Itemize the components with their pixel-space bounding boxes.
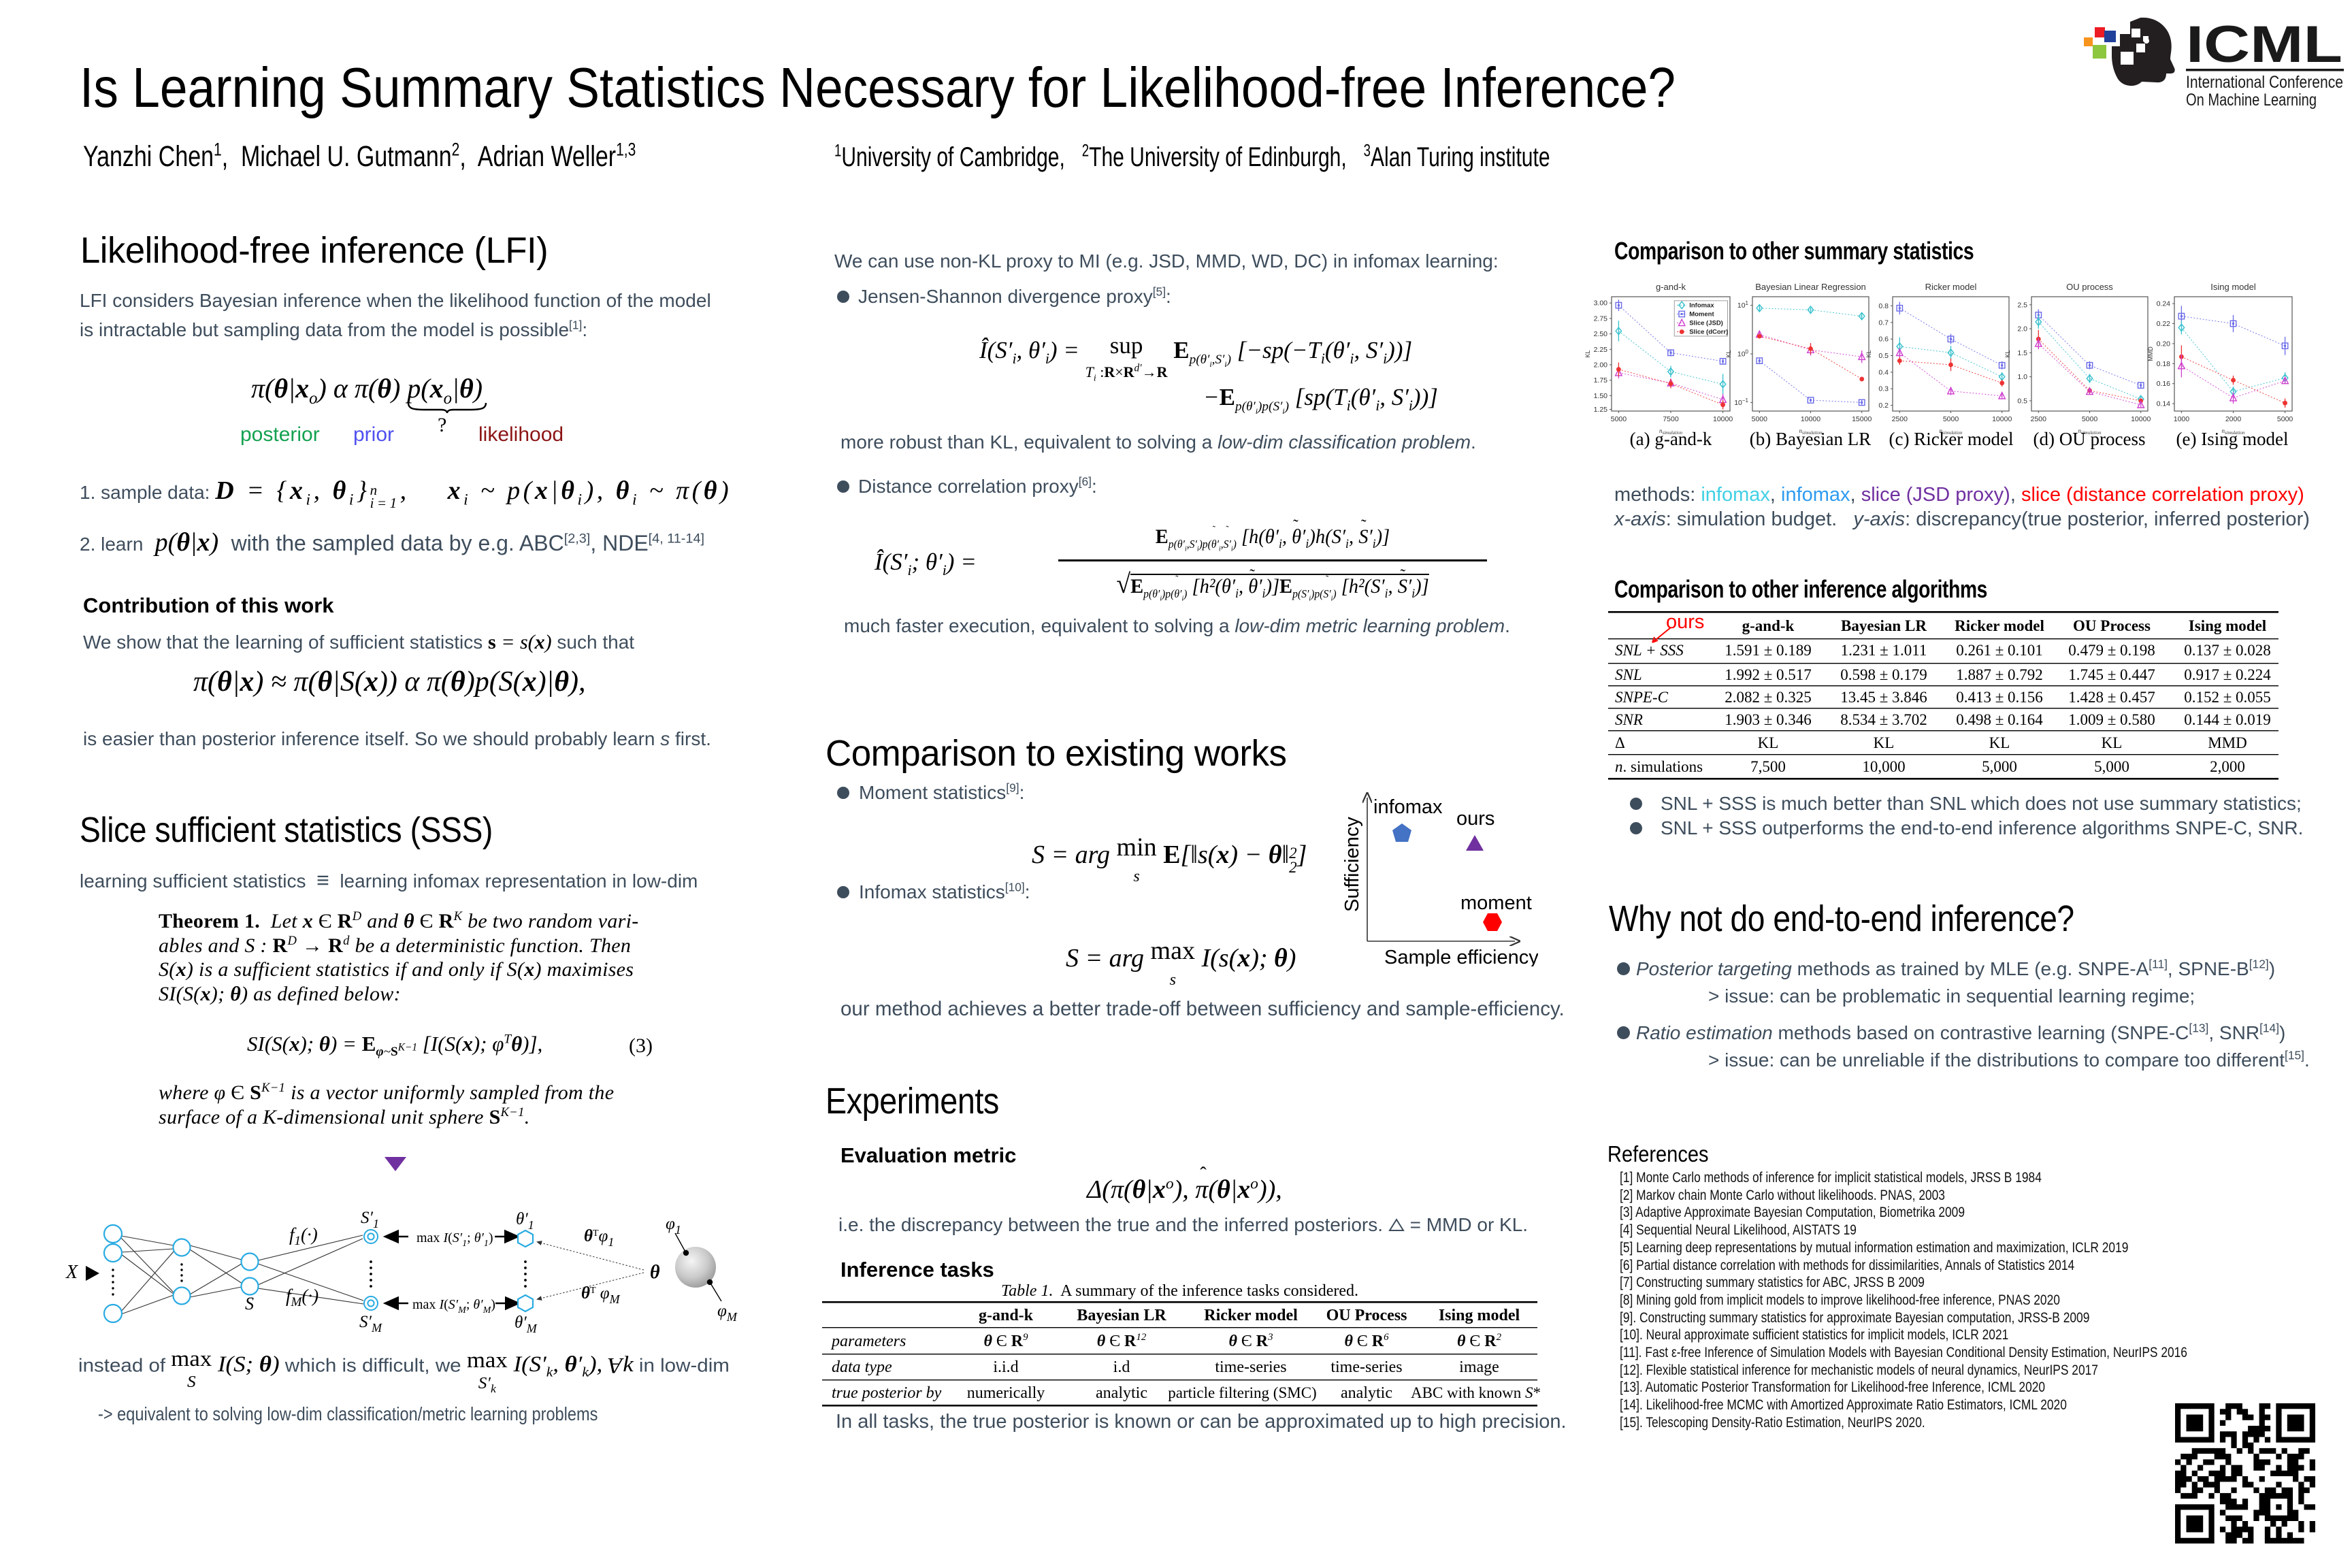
svg-text:2.0: 2.0 xyxy=(2017,325,2027,333)
svg-text:S: S xyxy=(245,1294,254,1313)
svg-text:ours: ours xyxy=(1456,808,1494,830)
svg-text:Bayesian Linear Regression: Bayesian Linear Regression xyxy=(1755,282,1866,292)
svg-text:2500: 2500 xyxy=(2031,415,2047,423)
svg-text:moment: moment xyxy=(1460,892,1532,914)
svg-text:max I(S′M; θ′M): max I(S′M; θ′M) xyxy=(412,1297,495,1316)
svg-text:10000: 10000 xyxy=(2131,415,2151,423)
svg-text:Sample efficiency: Sample efficiency xyxy=(1384,947,1538,966)
svg-text:Moment: Moment xyxy=(1689,311,1714,318)
svg-text:KL: KL xyxy=(1584,350,1591,357)
svg-text:2.25: 2.25 xyxy=(1594,346,1608,354)
svg-text:0.5: 0.5 xyxy=(2017,397,2027,405)
svg-text:2.50: 2.50 xyxy=(1594,330,1608,338)
svg-text:X: X xyxy=(65,1262,78,1283)
svg-text:100: 100 xyxy=(1737,349,1749,359)
svg-text:0.22: 0.22 xyxy=(2157,320,2171,328)
svg-text:θ: θ xyxy=(650,1262,660,1283)
svg-text:OU process: OU process xyxy=(2066,282,2113,292)
svg-text:5000: 5000 xyxy=(2082,415,2098,423)
svg-text:ICML: ICML xyxy=(2186,16,2342,74)
svg-text:5000: 5000 xyxy=(1611,415,1627,423)
svg-text:KL: KL xyxy=(2004,350,2011,357)
svg-text:KL: KL xyxy=(1865,350,1872,357)
svg-text:0.16: 0.16 xyxy=(2157,380,2171,388)
svg-text:5000: 5000 xyxy=(1752,415,1768,423)
svg-text:International Conference: International Conference xyxy=(2186,73,2343,92)
svg-text:0.24: 0.24 xyxy=(2157,300,2171,308)
svg-text:fM(·): fM(·) xyxy=(286,1286,318,1309)
svg-text:3.00: 3.00 xyxy=(1594,299,1608,308)
svg-text:0.8: 0.8 xyxy=(1878,302,1889,310)
svg-text:infomax: infomax xyxy=(1373,796,1443,818)
svg-text:On Machine Learning: On Machine Learning xyxy=(2186,91,2317,109)
svg-text:0.18: 0.18 xyxy=(2157,360,2171,368)
svg-text:2.75: 2.75 xyxy=(1594,314,1608,323)
svg-text:0.6: 0.6 xyxy=(1878,336,1889,344)
svg-text:0.14: 0.14 xyxy=(2157,400,2171,408)
svg-text:2.5: 2.5 xyxy=(2017,301,2027,309)
svg-text:1.25: 1.25 xyxy=(1594,406,1608,414)
svg-text:101: 101 xyxy=(1737,300,1749,310)
svg-text:2.00: 2.00 xyxy=(1594,361,1608,370)
svg-text:Infomax: Infomax xyxy=(1689,302,1714,310)
svg-text:1.75: 1.75 xyxy=(1594,376,1608,385)
svg-text:10−1: 10−1 xyxy=(1734,397,1748,407)
svg-text:10000: 10000 xyxy=(1713,415,1733,423)
svg-text:Ricker model: Ricker model xyxy=(1925,282,1977,292)
svg-text:1.5: 1.5 xyxy=(2017,349,2027,357)
svg-text:max I(S′1; θ′1): max I(S′1; θ′1) xyxy=(416,1230,493,1249)
svg-text:10000: 10000 xyxy=(1801,415,1820,423)
svg-text:15000: 15000 xyxy=(1852,415,1872,423)
svg-text:f1(·): f1(·) xyxy=(289,1224,318,1248)
svg-text:0.20: 0.20 xyxy=(2157,340,2171,348)
svg-text:5000: 5000 xyxy=(2277,415,2293,423)
svg-text:S′M: S′M xyxy=(359,1313,382,1335)
svg-text:φ1: φ1 xyxy=(666,1215,681,1237)
svg-text:0.5: 0.5 xyxy=(1878,352,1889,360)
svg-text:5000: 5000 xyxy=(1943,415,1959,423)
svg-text:Slice (JSD): Slice (JSD) xyxy=(1689,320,1723,327)
svg-text:0.2: 0.2 xyxy=(1878,402,1889,410)
svg-text:θT φM: θT φM xyxy=(581,1284,621,1306)
svg-text:1000: 1000 xyxy=(2174,415,2190,423)
svg-text:S′1: S′1 xyxy=(361,1209,379,1230)
svg-text:θTφ1: θTφ1 xyxy=(584,1227,614,1249)
svg-text:2000: 2000 xyxy=(2225,415,2242,423)
svg-text:θ′M: θ′M xyxy=(514,1313,538,1335)
svg-text:Slice (dCorr): Slice (dCorr) xyxy=(1689,329,1728,336)
svg-text:Ising model: Ising model xyxy=(2210,282,2256,292)
svg-text:Sufficiency: Sufficiency xyxy=(1341,817,1363,912)
svg-text:7500: 7500 xyxy=(1663,415,1679,423)
svg-text:0.7: 0.7 xyxy=(1878,318,1889,327)
svg-text:1.50: 1.50 xyxy=(1594,392,1608,400)
svg-text:10000: 10000 xyxy=(1992,415,2012,423)
svg-text:θ′1: θ′1 xyxy=(516,1210,534,1232)
svg-text:1.0: 1.0 xyxy=(2017,373,2027,381)
svg-text:KL: KL xyxy=(1725,350,1732,357)
svg-text:2500: 2500 xyxy=(1892,415,1908,423)
svg-text:g-and-k: g-and-k xyxy=(1656,282,1686,292)
svg-text:0.4: 0.4 xyxy=(1878,368,1889,376)
svg-text:φM: φM xyxy=(717,1302,738,1324)
svg-text:0.3: 0.3 xyxy=(1878,385,1889,393)
svg-text:MMD: MMD xyxy=(2147,346,2154,361)
